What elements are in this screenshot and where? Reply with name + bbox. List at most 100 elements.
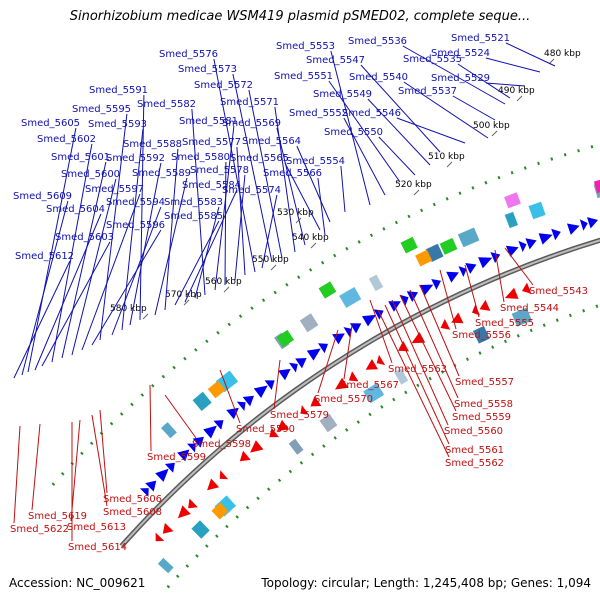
feature-box bbox=[511, 307, 532, 327]
leader-line bbox=[439, 269, 457, 330]
gene-arrow bbox=[226, 407, 239, 420]
leader-line bbox=[402, 45, 506, 105]
gene-label-smed-5547: Smed_5547 bbox=[306, 55, 365, 66]
reverse-strand-genes bbox=[155, 282, 532, 542]
feature-box bbox=[191, 520, 210, 539]
gene-label-smed-5593: Smed_5593 bbox=[88, 119, 147, 130]
kbp-tick: 520 kbp bbox=[395, 180, 432, 196]
gene-arrow bbox=[551, 228, 561, 241]
gene-arrow bbox=[400, 294, 409, 306]
kbp-tick: 550 kbp bbox=[252, 255, 289, 271]
backbone-highlight bbox=[120, 239, 600, 547]
leader-line bbox=[139, 94, 145, 321]
gene-label-smed-5583: Smed_5583 bbox=[164, 197, 223, 208]
gene-label-smed-5609: Smed_5609 bbox=[13, 191, 72, 202]
gene-label-smed-5588: Smed_5588 bbox=[123, 139, 182, 150]
feature-box bbox=[161, 422, 177, 439]
gene-label-smed-5561: Smed_5561 bbox=[445, 445, 504, 456]
leader-line bbox=[13, 425, 21, 524]
leader-line bbox=[234, 174, 246, 281]
leader-line bbox=[41, 241, 111, 367]
gene-label-smed-5550: Smed_5550 bbox=[324, 127, 383, 138]
gene-label-smed-5596: Smed_5596 bbox=[106, 220, 165, 231]
gene-label-smed-5546: Smed_5546 bbox=[342, 108, 401, 119]
leader-line bbox=[232, 73, 273, 263]
gene-arrow bbox=[310, 396, 322, 407]
gene-label-smed-5579: Smed_5579 bbox=[270, 410, 329, 421]
feature-box bbox=[319, 413, 338, 433]
gene-label-smed-5552: Smed_5552 bbox=[289, 108, 348, 119]
gene-label-smed-5560: Smed_5560 bbox=[444, 426, 503, 437]
leader-line bbox=[99, 409, 108, 494]
tick-label: 500 kbp bbox=[473, 121, 510, 131]
gene-arrow bbox=[587, 217, 598, 229]
leader-line bbox=[184, 189, 238, 303]
tick-mark bbox=[223, 286, 230, 293]
gene-label-smed-5557: Smed_5557 bbox=[455, 377, 514, 388]
leader-line bbox=[149, 384, 152, 452]
leader-line bbox=[403, 81, 489, 139]
tick-mark bbox=[183, 299, 190, 306]
gene-label-smed-5606: Smed_5606 bbox=[103, 494, 162, 505]
gene-arrow bbox=[525, 238, 537, 250]
gene-arrow bbox=[567, 223, 580, 235]
gene-arrow bbox=[239, 450, 251, 462]
gene-arrow bbox=[164, 462, 175, 473]
gene-label-smed-5570: Smed_5570 bbox=[314, 394, 373, 405]
gene-arrow bbox=[446, 271, 459, 283]
gene-arrow bbox=[242, 395, 254, 407]
leader-line bbox=[121, 128, 144, 331]
feature-box bbox=[363, 382, 385, 404]
reverse-feature-boxes bbox=[157, 307, 532, 574]
accent-block bbox=[400, 236, 418, 254]
gene-label-smed-5584: Smed_5584 bbox=[182, 180, 241, 191]
gene-arrow bbox=[300, 405, 309, 415]
leader-line bbox=[485, 82, 526, 87]
leader-line bbox=[377, 309, 450, 458]
gene-arrow bbox=[376, 354, 386, 366]
gene-arrow bbox=[348, 371, 359, 382]
leader-line bbox=[214, 125, 235, 291]
gene-arrow bbox=[504, 287, 519, 299]
gene-label-smed-5603: Smed_5603 bbox=[55, 232, 114, 243]
kbp-tick: 500 kbp bbox=[473, 121, 510, 137]
gene-label-smed-5619: Smed_5619 bbox=[28, 511, 87, 522]
tick-mark bbox=[446, 161, 453, 168]
gene-label-smed-5592: Smed_5592 bbox=[106, 153, 165, 164]
tick-mark bbox=[142, 313, 149, 320]
gene-arrow bbox=[155, 468, 169, 482]
leader-line bbox=[369, 299, 393, 364]
tick-label: 480 kbp bbox=[544, 49, 581, 59]
gene-label-smed-5585: Smed_5585 bbox=[164, 211, 223, 222]
gene-label-smed-5612: Smed_5612 bbox=[15, 251, 74, 262]
accent-block bbox=[207, 380, 226, 399]
gene-arrow bbox=[155, 532, 165, 542]
gene-label-smed-5565: Smed_5565 bbox=[230, 153, 289, 164]
tick-mark bbox=[491, 130, 498, 137]
gene-label-smed-5613: Smed_5613 bbox=[67, 522, 126, 533]
tick-label: 540 kbp bbox=[292, 233, 329, 243]
leader-line bbox=[27, 127, 77, 373]
accent-block bbox=[211, 502, 229, 520]
leader-line bbox=[378, 136, 416, 176]
leader-line bbox=[504, 247, 534, 286]
leader-line bbox=[174, 220, 220, 306]
leader-line bbox=[396, 117, 466, 144]
leader-line bbox=[164, 394, 197, 439]
gene-arrow bbox=[406, 291, 418, 302]
leader-line bbox=[340, 165, 346, 213]
gene-arrow bbox=[277, 419, 290, 432]
gene-arrow bbox=[207, 478, 220, 491]
leader-line bbox=[91, 229, 162, 346]
gene-arrow bbox=[250, 440, 264, 453]
gene-label-smed-5563: Smed_5563 bbox=[388, 364, 447, 375]
gene-arrow bbox=[139, 488, 149, 497]
gene-label-smed-5608: Smed_5608 bbox=[103, 507, 162, 518]
gene-label-smed-5597: Smed_5597 bbox=[85, 184, 144, 195]
gene-arrow bbox=[318, 343, 328, 354]
gene-label-smed-5574: Smed_5574 bbox=[222, 185, 281, 196]
leader-line bbox=[367, 98, 431, 166]
leader-line bbox=[81, 193, 141, 351]
leader-line bbox=[505, 42, 556, 67]
